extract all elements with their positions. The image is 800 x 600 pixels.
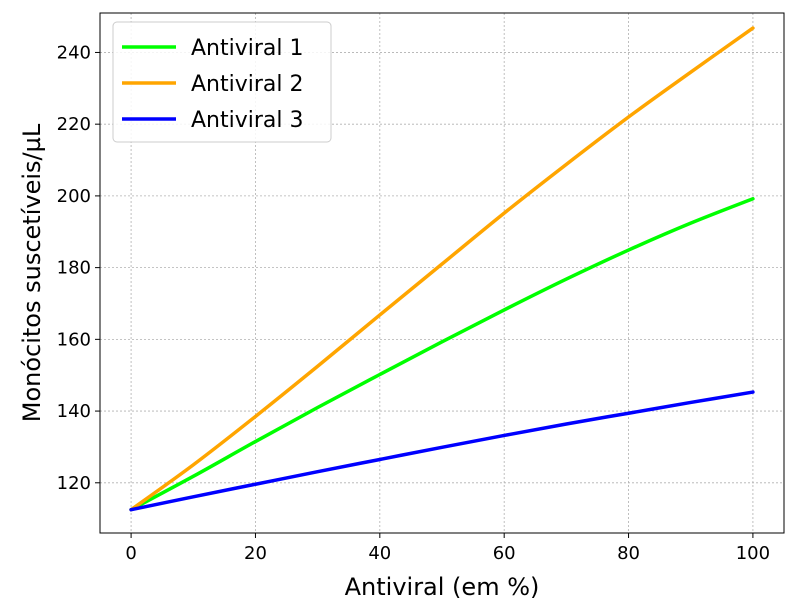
series-line-3 (129, 390, 755, 512)
y-tick-label: 160 (57, 329, 91, 350)
x-tick-label: 40 (368, 543, 391, 564)
y-tick-label: 240 (57, 42, 91, 63)
y-tick-label: 200 (57, 186, 91, 207)
axis-ticks: 0 20 40 60 80 100 120 140 160 180 200 220 240 (57, 42, 770, 564)
x-tick-label: 60 (493, 543, 516, 564)
legend: Antiviral 1 Antiviral 2 Antiviral 3 (112, 21, 332, 143)
x-tick-label: 80 (617, 543, 640, 564)
legend-entry-3: Antiviral 3 (191, 108, 304, 133)
x-axis-label: Antiviral (em %) (345, 573, 540, 600)
grid (100, 13, 784, 533)
x-tick-label: 100 (736, 543, 770, 564)
x-tick-label: 20 (244, 543, 267, 564)
y-tick-label: 120 (57, 473, 91, 494)
x-tick-label: 0 (125, 543, 136, 564)
y-axis-label: Monócitos suscetíveis/µL (18, 123, 46, 422)
series-line-1 (129, 197, 755, 512)
y-tick-label: 140 (57, 401, 91, 422)
legend-entry-1: Antiviral 1 (191, 36, 304, 61)
legend-box (112, 21, 332, 143)
series-lines (129, 26, 755, 512)
y-tick-label: 180 (57, 258, 91, 279)
plot-frame (99, 12, 785, 534)
series-line-2 (129, 26, 755, 512)
y-tick-label: 220 (57, 114, 91, 135)
legend-entry-2: Antiviral 2 (191, 72, 304, 97)
